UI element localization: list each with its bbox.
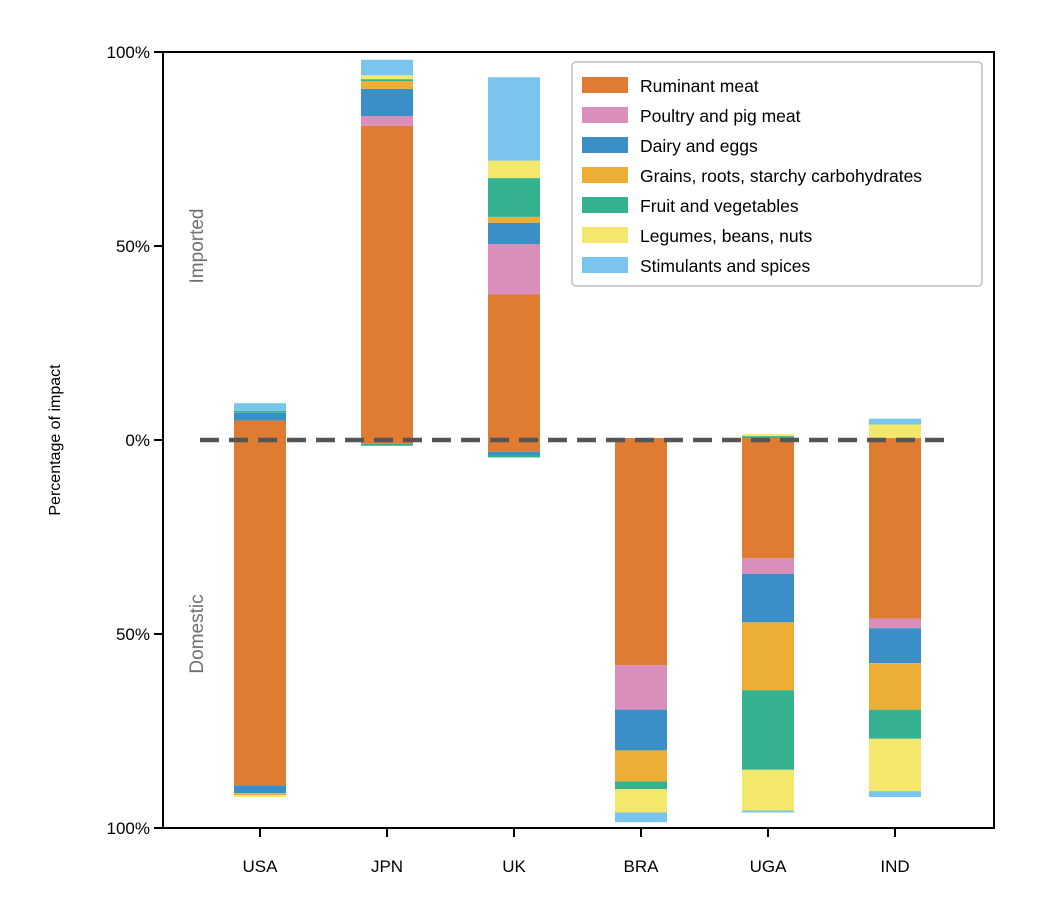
- y-tick-label: 100%: [107, 43, 150, 62]
- bar-segment-imported-usa-0: [234, 420, 286, 440]
- bar-segment-domestic-bra-3: [615, 750, 667, 782]
- legend-swatch: [582, 167, 628, 183]
- bar-segment-imported-uk-1: [488, 244, 540, 295]
- domestic-region-label: Domestic: [187, 594, 208, 673]
- bar-segment-imported-jpn-4: [361, 79, 413, 82]
- legend-swatch: [582, 107, 628, 123]
- bar-segment-imported-ind-0: [869, 438, 921, 440]
- bar-segment-imported-ind-6: [869, 418, 921, 425]
- bar-segment-domestic-jpn-4: [361, 443, 413, 446]
- bar-segment-imported-jpn-3: [361, 81, 413, 89]
- legend-box: [571, 61, 983, 287]
- bar-segment-domestic-ind-0: [869, 440, 921, 619]
- legend-entry-label: Legumes, beans, nuts: [640, 226, 812, 246]
- bar-segment-domestic-uk-2: [488, 451, 540, 456]
- bar-segment-imported-jpn-2: [361, 88, 413, 117]
- bar-segment-domestic-ind-2: [869, 628, 921, 664]
- bar-segment-domestic-uga-6: [742, 810, 794, 813]
- bar-segment-imported-jpn-5: [361, 75, 413, 80]
- bar-segment-domestic-usa-5: [234, 795, 286, 797]
- bar-segment-domestic-uga-0: [742, 440, 794, 559]
- bar-segment-domestic-bra-4: [615, 781, 667, 790]
- bar-segment-domestic-uga-4: [742, 690, 794, 770]
- bar-segment-domestic-ind-4: [869, 709, 921, 739]
- bar-segment-imported-usa-2: [234, 412, 286, 421]
- x-tick-label-jpn: JPN: [371, 857, 403, 876]
- bar-segment-domestic-uk-0: [488, 440, 540, 452]
- legend: Ruminant meat Poultry and pig meat Dairy a…: [571, 61, 983, 287]
- bar-segment-imported-usa-6: [234, 403, 286, 411]
- bar-segment-imported-jpn-1: [361, 116, 413, 126]
- bar-segment-domestic-ind-3: [869, 663, 921, 710]
- legend-entry-label: Fruit and vegetables: [640, 196, 799, 216]
- legend-swatch: [582, 137, 628, 153]
- y-tick-label: 50%: [116, 625, 150, 644]
- bar-segment-domestic-usa-0: [234, 440, 286, 786]
- y-tick-label: 0%: [125, 431, 150, 450]
- bar-segment-imported-jpn-0: [361, 125, 413, 440]
- x-tick-label-uk: UK: [502, 857, 526, 876]
- bar-segment-domestic-bra-5: [615, 789, 667, 813]
- bar-segment-domestic-ind-1: [869, 618, 921, 629]
- bar-segment-imported-ind-5: [869, 424, 921, 439]
- bar-segment-imported-usa-4: [234, 410, 286, 413]
- x-tick-label-ind: IND: [880, 857, 909, 876]
- bar-segment-imported-uga-4: [742, 436, 794, 439]
- bar-segment-domestic-uga-5: [742, 769, 794, 811]
- bar-segment-domestic-ind-6: [869, 791, 921, 797]
- bar-segment-domestic-uga-3: [742, 622, 794, 691]
- bar-segment-domestic-ind-5: [869, 738, 921, 792]
- y-tick-label: 100%: [107, 819, 150, 838]
- bar-segment-domestic-bra-0: [615, 440, 667, 666]
- bar-segment-domestic-uga-2: [742, 573, 794, 623]
- bar-segment-domestic-usa-3: [234, 793, 286, 796]
- bar-segment-domestic-usa-2: [234, 785, 286, 794]
- bars-layer: [234, 59, 921, 823]
- legend-entry-label: Stimulants and spices: [640, 256, 810, 276]
- bar-segment-domestic-uga-1: [742, 558, 794, 574]
- x-tick-label-uga: UGA: [750, 857, 788, 876]
- legend-swatch: [582, 257, 628, 273]
- y-tick-label: 50%: [116, 237, 150, 256]
- legend-swatch: [582, 227, 628, 243]
- imported-region-label: Imported: [187, 209, 208, 284]
- x-tick-label-usa: USA: [243, 857, 279, 876]
- legend-entry-label: Poultry and pig meat: [640, 106, 801, 126]
- legend-swatch: [582, 197, 628, 213]
- bar-segment-imported-uk-4: [488, 178, 540, 217]
- bar-segment-imported-jpn-6: [361, 59, 413, 76]
- bar-segment-imported-uk-3: [488, 216, 540, 223]
- legend-entry-label: Dairy and eggs: [640, 136, 758, 156]
- bar-segment-imported-uk-2: [488, 222, 540, 245]
- x-axis: USA JPN UK BRA UGA IND: [243, 828, 910, 876]
- bar-segment-domestic-bra-2: [615, 709, 667, 751]
- legend-entry-label: Grains, roots, starchy carbohydrates: [640, 166, 922, 186]
- legend-entry-label: Ruminant meat: [640, 76, 759, 96]
- bar-segment-imported-uk-0: [488, 294, 540, 440]
- bar-segment-imported-uk-5: [488, 160, 540, 179]
- bar-segment-domestic-uk-4: [488, 455, 540, 458]
- x-tick-label-bra: BRA: [624, 857, 660, 876]
- y-axis-title: Percentage of impact: [47, 364, 64, 516]
- bar-segment-imported-uk-6: [488, 77, 540, 161]
- bar-segment-domestic-bra-6: [615, 812, 667, 823]
- bar-segment-domestic-bra-1: [615, 665, 667, 710]
- legend-swatch: [582, 77, 628, 93]
- bar-segment-imported-uga-5: [742, 434, 794, 437]
- y-axis: 100% 50% 0% 50% 100%: [107, 43, 163, 838]
